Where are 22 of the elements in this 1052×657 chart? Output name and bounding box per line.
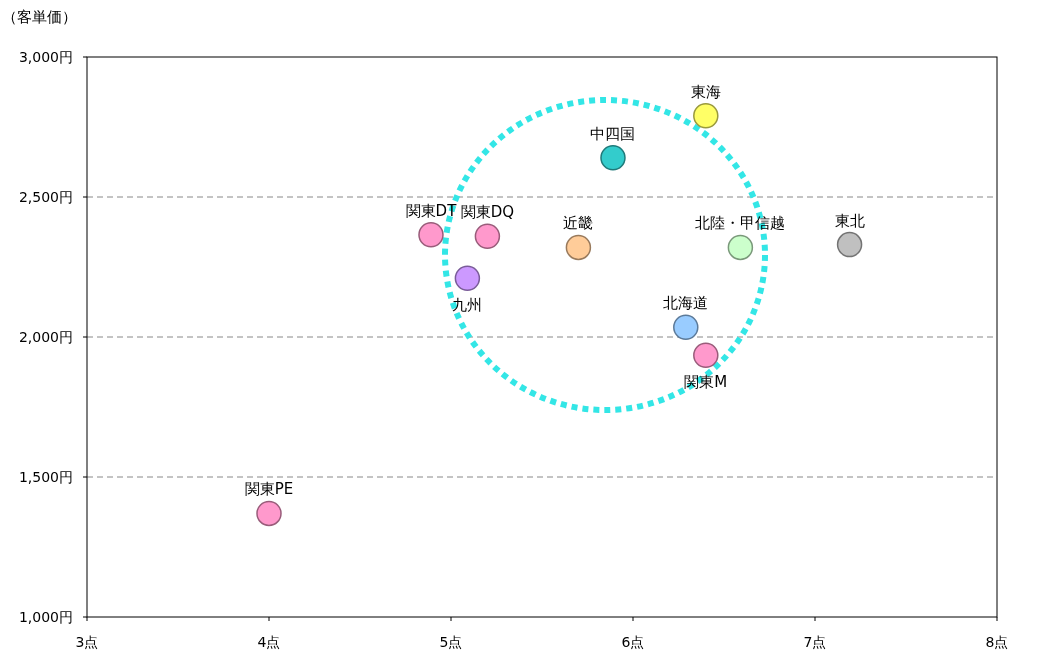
x-tick-label: 8点 <box>985 634 1009 650</box>
series-label: 九州 <box>452 296 483 315</box>
x-tick-label: 7点 <box>803 634 827 650</box>
x-tick-label: 5点 <box>439 634 463 650</box>
series-label: 中四国 <box>590 124 636 143</box>
series-label: 北陸・甲信越 <box>695 214 786 233</box>
y-tick-label: 3,000円 <box>18 49 73 65</box>
series-label: 関東DT <box>405 201 458 220</box>
series-label: 東北 <box>834 211 865 230</box>
series-label: 東海 <box>690 82 721 101</box>
series-label: 近畿 <box>563 214 594 233</box>
x-tick-label: 6点 <box>621 634 645 650</box>
series-label: 北海道 <box>663 294 709 313</box>
y-tick-label: 1,000円 <box>18 609 73 625</box>
y-tick-label: 2,000円 <box>18 329 73 345</box>
x-tick-label: 3点 <box>75 634 99 650</box>
y-tick-label: 1,500円 <box>18 469 73 485</box>
y-tick-label: 2,500円 <box>18 189 73 205</box>
series-label: 関東DQ <box>460 203 515 222</box>
series-label: 関東PE <box>244 480 294 499</box>
y-axis-title: （客単価） <box>2 8 77 26</box>
x-tick-label: 4点 <box>257 634 281 650</box>
